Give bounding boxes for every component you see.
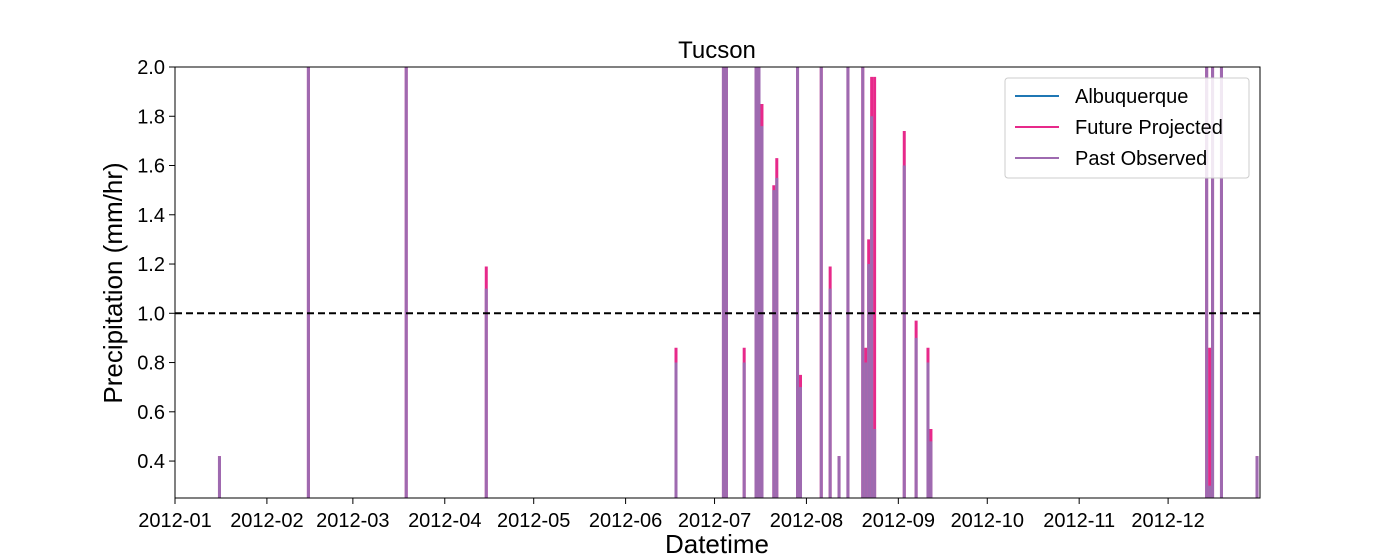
x-tick-label: 2012-12 [1131, 510, 1204, 532]
chart-title: Tucson [678, 37, 756, 64]
legend: Albuquerque Future Projected Past Observed [1004, 77, 1250, 179]
plot-frame [174, 66, 1261, 499]
x-tick-label: 2012-05 [497, 510, 570, 532]
y-axis: 0.4 0.6 0.8 1.0 1.2 1.4 1.6 1.8 2.0 [137, 57, 175, 473]
y-tick-label: 1.8 [137, 106, 165, 128]
y-tick-label: 0.6 [137, 402, 165, 424]
x-tick-label: 2012-11 [1043, 510, 1115, 532]
y-tick-label: 1.6 [137, 156, 165, 178]
legend-label: Past Observed [1075, 148, 1207, 170]
series-layer [217, 67, 1259, 498]
x-tick-label: 2012-06 [589, 510, 662, 532]
y-tick-label: 1.2 [137, 254, 165, 276]
x-tick-label: 2012-09 [862, 510, 935, 532]
y-tick-label: 0.4 [137, 451, 165, 473]
legend-label: Future Projected [1075, 117, 1223, 139]
x-tick-label: 2012-02 [230, 510, 303, 532]
x-tick-label: 2012-01 [138, 510, 211, 532]
x-tick-label: 2012-03 [316, 510, 389, 532]
x-axis-title: Datetime [665, 529, 769, 559]
x-tick-label: 2012-08 [770, 510, 843, 532]
x-axis: 2012-01 2012-02 2012-03 2012-04 2012-05 2012-… [138, 498, 1205, 532]
x-tick-label: 2012-04 [408, 510, 481, 532]
y-axis-title: Precipitation (mm/hr) [98, 162, 128, 403]
y-tick-label: 1.4 [137, 205, 165, 227]
y-tick-label: 2.0 [137, 57, 165, 79]
legend-box [1004, 77, 1250, 179]
x-tick-label: 2012-10 [951, 510, 1024, 532]
legend-label: Albuquerque [1075, 86, 1188, 108]
y-tick-label: 0.8 [137, 353, 165, 375]
y-tick-label: 1.0 [137, 303, 165, 325]
x-tick-label: 2012-07 [678, 510, 751, 532]
